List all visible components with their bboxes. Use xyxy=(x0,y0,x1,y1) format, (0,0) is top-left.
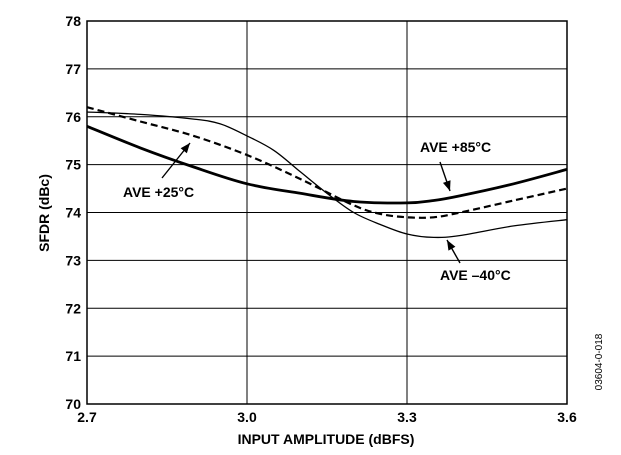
x-tick-labels: 2.7 3.0 3.3 3.6 xyxy=(77,409,577,425)
y-tick-label: 73 xyxy=(65,252,81,268)
arrow-ave-25c xyxy=(161,142,191,179)
x-tick-label: 2.7 xyxy=(77,409,97,425)
annotation-arrows xyxy=(161,142,461,264)
arrow-ave-85c xyxy=(439,161,451,192)
x-tick-label: 3.6 xyxy=(557,409,577,425)
y-tick-label: 76 xyxy=(65,109,81,125)
y-tick-label: 70 xyxy=(65,396,81,412)
x-tick-label: 3.3 xyxy=(397,409,417,425)
x-tick-label: 3.0 xyxy=(237,409,257,425)
arrow-ave-minus-40c xyxy=(446,239,461,264)
y-tick-labels: 70 71 72 73 74 75 76 77 78 xyxy=(65,13,81,412)
series-line-ave-85c xyxy=(86,125,568,205)
plot-frame xyxy=(86,20,568,405)
y-tick-label: 74 xyxy=(65,205,81,221)
y-tick-label: 75 xyxy=(65,157,81,173)
annotation-ave-minus-40c: AVE –40°C xyxy=(440,267,511,283)
annotation-ave-25c: AVE +25°C xyxy=(123,184,194,200)
series-line-ave-minus-40c xyxy=(86,111,568,239)
grid xyxy=(86,20,568,405)
series-line-ave-25c xyxy=(86,106,568,219)
y-tick-label: 77 xyxy=(65,61,81,77)
y-axis-label: SFDR (dBc) xyxy=(36,174,52,252)
y-tick-label: 72 xyxy=(65,300,81,316)
x-axis-label: INPUT AMPLITUDE (dBFS) xyxy=(238,431,415,447)
figure-id: 03604-0-018 xyxy=(594,333,605,390)
annotation-ave-85c: AVE +85°C xyxy=(420,139,491,155)
series-curves xyxy=(86,106,568,239)
y-tick-label: 78 xyxy=(65,13,81,29)
y-tick-label: 71 xyxy=(65,348,81,364)
